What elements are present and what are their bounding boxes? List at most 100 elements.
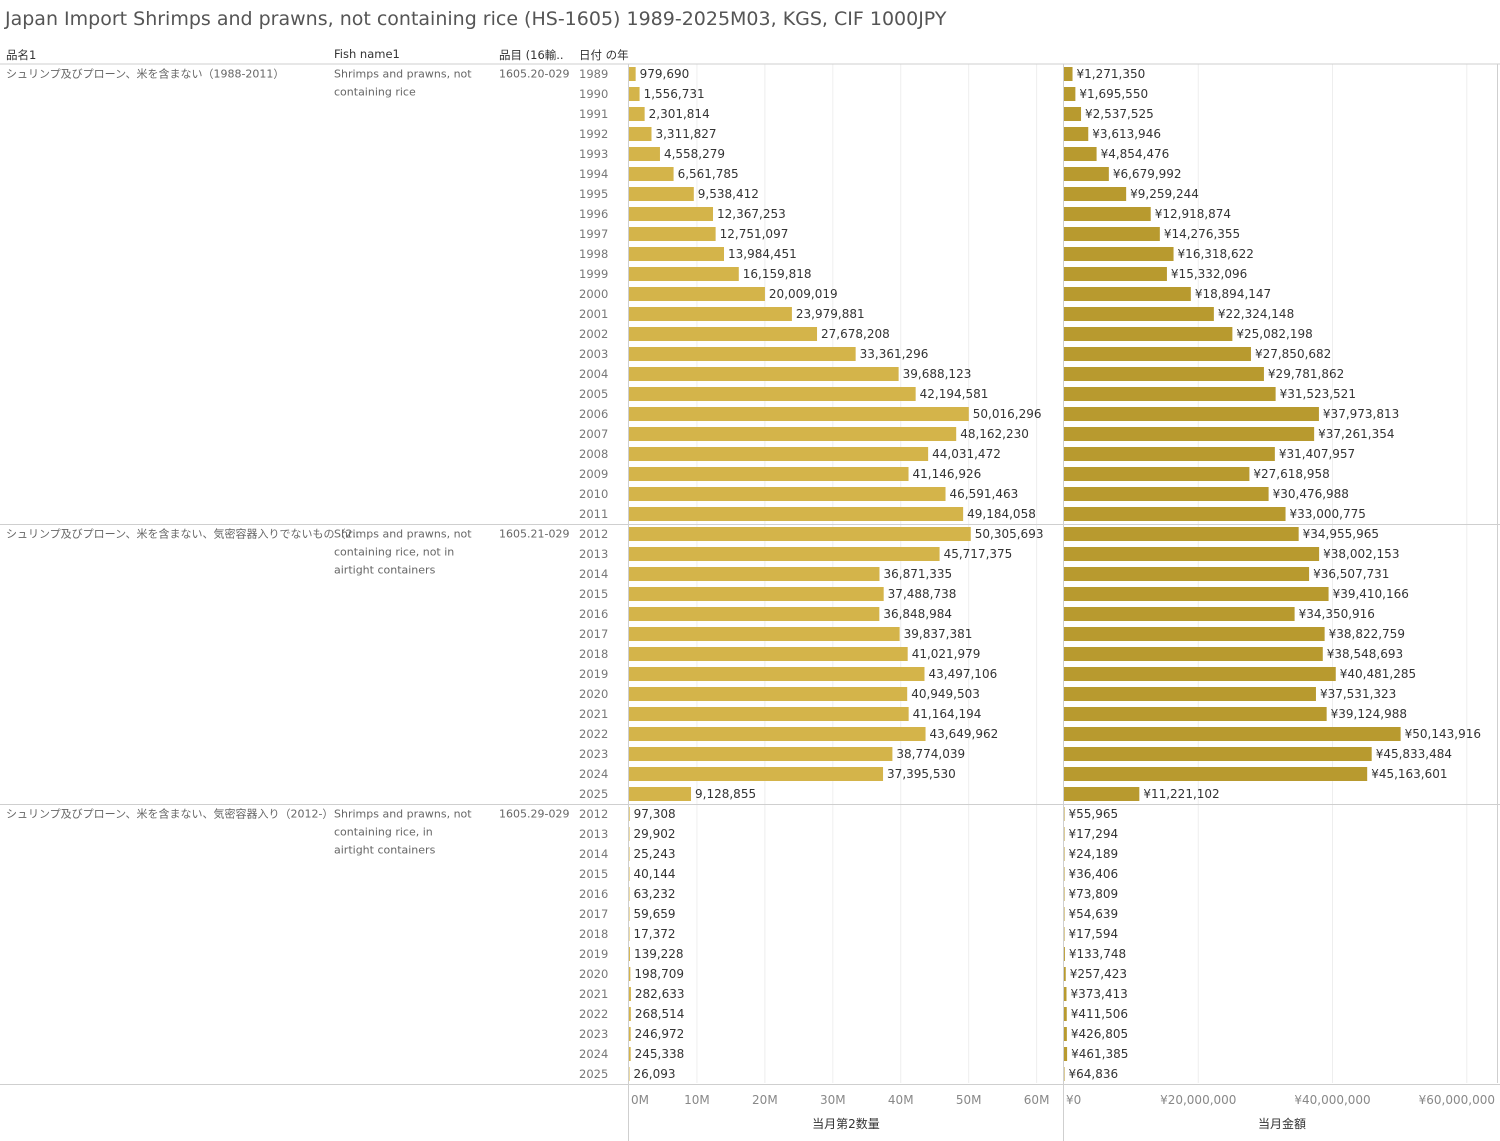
qty-value-label: 246,972	[635, 1027, 685, 1041]
qty-bar	[629, 827, 630, 841]
qty-value-label: 48,162,230	[960, 427, 1029, 441]
value-bar	[1064, 387, 1276, 401]
year-label: 2021	[579, 707, 608, 721]
value-value-label: ¥12,918,874	[1155, 207, 1231, 221]
year-label: 2010	[579, 487, 608, 501]
qty-value-label: 23,979,881	[796, 307, 865, 321]
column-header-year[interactable]: 日付 の年	[579, 48, 629, 62]
qty-value-label: 12,367,253	[717, 207, 786, 221]
value-value-label: ¥36,507,731	[1313, 567, 1389, 581]
year-label: 2000	[579, 287, 608, 301]
value-value-label: ¥37,973,813	[1323, 407, 1399, 421]
value-value-label: ¥133,748	[1069, 947, 1126, 961]
year-label: 1993	[579, 147, 608, 161]
qty-value-label: 9,538,412	[698, 187, 759, 201]
value-bar	[1064, 827, 1065, 841]
value-value-label: ¥38,548,693	[1327, 647, 1403, 661]
value-bar	[1064, 887, 1065, 901]
year-label: 2012	[579, 807, 608, 821]
year-label: 2018	[579, 927, 608, 941]
qty-value-label: 36,871,335	[883, 567, 952, 581]
column-header-item-code[interactable]: 品目 (16輸..	[499, 48, 564, 62]
year-label: 2013	[579, 547, 608, 561]
qty-bar	[629, 1007, 631, 1021]
qty-bar	[629, 367, 899, 381]
value-value-label: ¥30,476,988	[1273, 487, 1349, 501]
value-bar	[1064, 207, 1151, 221]
qty-value-label: 245,338	[635, 1047, 685, 1061]
value-bar	[1064, 567, 1310, 581]
value-value-label: ¥36,406	[1069, 867, 1119, 881]
value-bar	[1064, 947, 1065, 961]
qty-bar	[629, 87, 640, 101]
value-bar	[1064, 127, 1089, 141]
year-label: 1996	[579, 207, 608, 221]
group-name-jp: シュリンプ及びプローン、米を含まない、気密容器入りでないもの（2..	[6, 527, 359, 541]
qty-bar	[629, 707, 909, 721]
qty-bar	[629, 527, 971, 541]
value-value-label: ¥373,413	[1071, 987, 1128, 1001]
value-bar	[1064, 487, 1269, 501]
year-label: 2004	[579, 367, 608, 381]
value-bar	[1064, 107, 1082, 121]
qty-value-label: 16,159,818	[743, 267, 812, 281]
year-label: 2020	[579, 687, 608, 701]
qty-tick-label: 50M	[956, 1093, 982, 1107]
value-bar	[1064, 747, 1372, 761]
value-bar	[1064, 467, 1250, 481]
value-tick-label: ¥0	[1066, 1093, 1081, 1107]
qty-value-label: 41,021,979	[912, 647, 981, 661]
value-value-label: ¥29,781,862	[1268, 367, 1344, 381]
qty-value-label: 50,305,693	[975, 527, 1044, 541]
value-value-label: ¥411,506	[1071, 1007, 1128, 1021]
value-value-label: ¥14,276,355	[1164, 227, 1240, 241]
column-header-product-name-jp[interactable]: 品名1	[6, 48, 37, 62]
qty-value-label: 37,488,738	[888, 587, 957, 601]
year-label: 2025	[579, 1067, 608, 1081]
value-value-label: ¥33,000,775	[1290, 507, 1366, 521]
year-label: 2001	[579, 307, 608, 321]
value-bar	[1064, 1047, 1068, 1061]
qty-bar	[629, 407, 969, 421]
value-bar	[1064, 927, 1065, 941]
qty-bar	[629, 387, 916, 401]
qty-bar	[629, 947, 630, 961]
value-value-label: ¥34,350,916	[1299, 607, 1375, 621]
qty-bar	[629, 507, 964, 521]
qty-bar	[629, 867, 630, 881]
value-axis-title: 当月金額	[1258, 1116, 1306, 1131]
value-bar	[1064, 167, 1109, 181]
year-label: 1992	[579, 127, 608, 141]
qty-value-label: 46,591,463	[950, 487, 1019, 501]
value-bar	[1064, 787, 1140, 801]
value-value-label: ¥38,822,759	[1329, 627, 1405, 641]
year-label: 2003	[579, 347, 608, 361]
value-bar	[1064, 547, 1320, 561]
year-label: 1989	[579, 67, 608, 81]
year-label: 1991	[579, 107, 608, 121]
qty-tick-label: 0M	[631, 1093, 649, 1107]
group-name-jp: シュリンプ及びプローン、米を含まない（1988-2011）	[6, 67, 284, 81]
year-label: 2013	[579, 827, 608, 841]
value-bar	[1064, 767, 1368, 781]
value-bar	[1064, 427, 1315, 441]
column-header-fish-name[interactable]: Fish name1	[334, 47, 400, 61]
value-bar	[1064, 327, 1233, 341]
qty-bar	[629, 327, 818, 341]
value-bar	[1064, 367, 1264, 381]
qty-value-label: 40,144	[634, 867, 676, 881]
value-value-label: ¥73,809	[1069, 887, 1119, 901]
chart-title: Japan Import Shrimps and prawns, not con…	[5, 8, 947, 30]
qty-value-label: 49,184,058	[967, 507, 1036, 521]
qty-bar	[629, 787, 692, 801]
qty-value-label: 2,301,814	[649, 107, 710, 121]
value-value-label: ¥25,082,198	[1236, 327, 1312, 341]
qty-bar	[629, 247, 725, 261]
qty-bar	[629, 987, 631, 1001]
year-label: 1995	[579, 187, 608, 201]
value-bar	[1064, 867, 1065, 881]
qty-value-label: 41,146,926	[913, 467, 982, 481]
value-bar	[1064, 807, 1065, 821]
qty-axis-title: 当月第2数量	[812, 1116, 880, 1131]
